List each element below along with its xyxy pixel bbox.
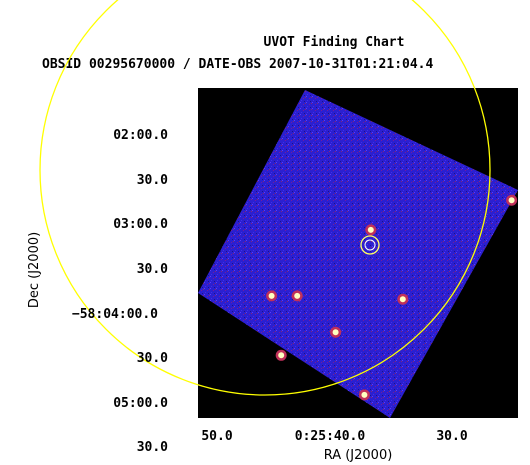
point-source	[294, 292, 301, 299]
x-tick-label: 0:25:40.0	[295, 429, 366, 444]
chart-title: UVOT Finding Chart	[264, 35, 405, 50]
chart-subtitle: OBSID 00295670000 / DATE-OBS 2007-10-31T…	[42, 57, 434, 72]
x-tick-label: 50.0	[201, 429, 232, 444]
y-tick-label: 30.0	[137, 351, 168, 366]
large-error-circle	[39, 0, 491, 396]
target-circle-outer	[360, 235, 380, 255]
y-tick-label: 02:00.0	[113, 128, 168, 143]
y-tick-label: 03:00.0	[113, 217, 168, 232]
point-source	[332, 329, 339, 336]
point-source	[508, 197, 515, 204]
point-source	[361, 391, 368, 398]
target-circle-inner	[364, 239, 376, 251]
point-source	[278, 352, 285, 359]
x-axis: 50.0 0:25:40.0 30.0	[201, 429, 467, 444]
y-axis-label: Dec (J2000)	[27, 232, 42, 308]
x-tick-label: 30.0	[436, 429, 467, 444]
source-layer	[266, 194, 518, 401]
y-tick-label: 30.0	[137, 173, 168, 188]
x-axis-label: RA (J2000)	[324, 448, 393, 463]
y-tick-label: 30.0	[137, 262, 168, 277]
y-tick-label: 05:00.0	[113, 396, 168, 411]
point-source	[268, 292, 275, 299]
point-source	[399, 296, 406, 303]
y-tick-label: 30.0	[137, 440, 168, 455]
exposure-field	[198, 90, 518, 418]
point-source	[367, 226, 374, 233]
y-tick-label: −58:04:00.0	[72, 307, 158, 322]
y-axis: 02:00.0 30.0 03:00.0 30.0 −58:04:00.0 30…	[72, 128, 168, 455]
